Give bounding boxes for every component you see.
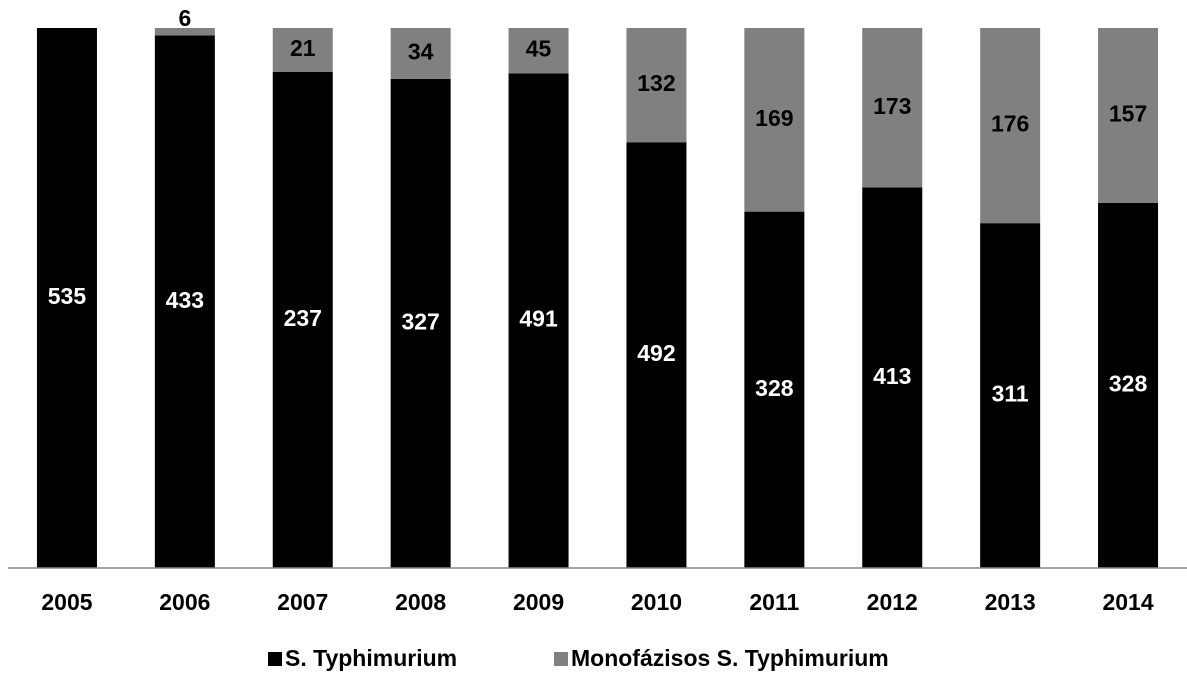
bar-segment <box>508 73 569 569</box>
x-tick-label: 2010 <box>631 589 682 615</box>
legend-swatch <box>554 652 568 666</box>
bar-segment <box>154 28 215 36</box>
data-label: 169 <box>755 105 793 131</box>
bar-segment <box>154 35 215 568</box>
x-tick-label: 2008 <box>395 589 446 615</box>
x-tick-label: 2012 <box>867 589 918 615</box>
bar-segment <box>980 28 1041 224</box>
x-tick-label: 2009 <box>513 589 564 615</box>
bar-segment <box>862 28 923 188</box>
data-label: 433 <box>166 287 204 313</box>
bar-segment <box>272 71 333 568</box>
bar-segment <box>980 223 1041 569</box>
bar-segment <box>744 28 805 212</box>
data-label: 173 <box>873 93 911 119</box>
data-label: 413 <box>873 363 911 389</box>
data-label: 157 <box>1109 100 1147 126</box>
x-tick-label: 2014 <box>1102 589 1153 615</box>
data-label: 535 <box>48 283 87 309</box>
bar-segment <box>390 78 451 568</box>
data-label: 492 <box>637 340 675 366</box>
data-label: 132 <box>637 70 675 96</box>
data-label: 6 <box>178 5 191 31</box>
x-tick-label: 2006 <box>159 589 210 615</box>
bar-segment <box>1098 28 1159 203</box>
data-label: 237 <box>284 305 322 331</box>
bar-segment <box>1098 202 1159 568</box>
x-tick-label: 2011 <box>749 589 799 615</box>
legend-label: Monofázisos S. Typhimurium <box>571 645 889 671</box>
legend-swatch <box>268 652 282 666</box>
x-tick-label: 2007 <box>277 589 328 615</box>
bar-segment <box>744 211 805 568</box>
bar-segment <box>508 28 569 74</box>
legend-label: S. Typhimurium <box>285 645 457 671</box>
data-label: 491 <box>519 306 558 332</box>
bar-segment <box>626 28 687 143</box>
data-label: 34 <box>408 39 434 65</box>
bar-segment <box>36 28 97 568</box>
data-label: 328 <box>1109 370 1148 396</box>
bar-segment <box>390 28 451 79</box>
x-tick-label: 2005 <box>41 589 92 615</box>
data-label: 327 <box>401 309 439 335</box>
data-label: 328 <box>755 375 794 401</box>
bar-segment <box>626 142 687 568</box>
bar-segment <box>862 187 923 568</box>
data-label: 311 <box>992 381 1029 407</box>
bar-segment <box>272 28 333 72</box>
data-label: 21 <box>290 35 316 61</box>
x-tick-label: 2013 <box>985 589 1036 615</box>
data-label: 45 <box>526 36 552 62</box>
data-label: 176 <box>991 111 1029 137</box>
